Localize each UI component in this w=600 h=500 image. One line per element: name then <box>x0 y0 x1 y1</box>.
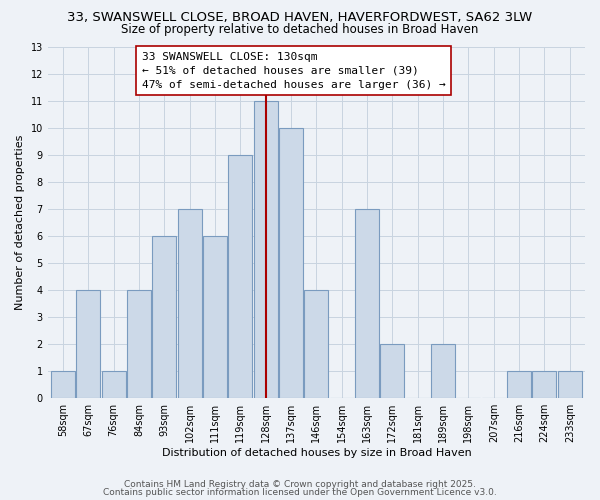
Text: 33, SWANSWELL CLOSE, BROAD HAVEN, HAVERFORDWEST, SA62 3LW: 33, SWANSWELL CLOSE, BROAD HAVEN, HAVERF… <box>67 11 533 24</box>
Bar <box>279 128 303 398</box>
Y-axis label: Number of detached properties: Number of detached properties <box>15 134 25 310</box>
Bar <box>431 344 455 398</box>
Bar <box>355 208 379 398</box>
Bar <box>532 370 556 398</box>
Bar <box>229 154 253 398</box>
Bar <box>254 100 278 398</box>
Bar <box>558 370 582 398</box>
Bar <box>203 236 227 398</box>
Bar <box>127 290 151 398</box>
Bar <box>304 290 328 398</box>
Bar <box>380 344 404 398</box>
Bar <box>178 208 202 398</box>
X-axis label: Distribution of detached houses by size in Broad Haven: Distribution of detached houses by size … <box>161 448 471 458</box>
Bar <box>101 370 126 398</box>
Text: Size of property relative to detached houses in Broad Haven: Size of property relative to detached ho… <box>121 22 479 36</box>
Bar <box>76 290 100 398</box>
Text: Contains HM Land Registry data © Crown copyright and database right 2025.: Contains HM Land Registry data © Crown c… <box>124 480 476 489</box>
Bar <box>507 370 531 398</box>
Bar <box>152 236 176 398</box>
Text: Contains public sector information licensed under the Open Government Licence v3: Contains public sector information licen… <box>103 488 497 497</box>
Bar <box>51 370 75 398</box>
Text: 33 SWANSWELL CLOSE: 130sqm
← 51% of detached houses are smaller (39)
47% of semi: 33 SWANSWELL CLOSE: 130sqm ← 51% of deta… <box>142 52 446 90</box>
